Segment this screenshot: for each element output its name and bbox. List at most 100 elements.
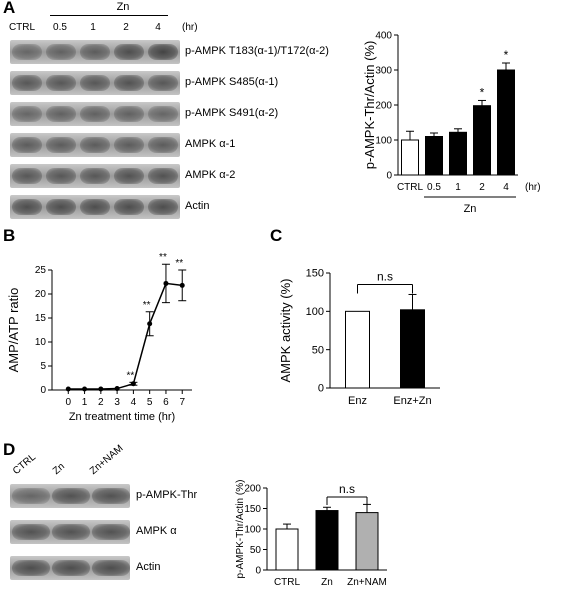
blot-band	[80, 75, 110, 91]
x-tick-label: CTRL	[397, 182, 424, 193]
blot-strip	[10, 484, 130, 508]
chart-d: 0 50 100 150 200 CTRL Zn Zn+NAM p-AMPK-Thr/Actin…	[235, 480, 387, 588]
blot-strip	[10, 102, 180, 126]
data-point	[98, 386, 104, 392]
lane-label: 0.5	[53, 22, 67, 33]
y-tick-label: 100	[306, 306, 324, 318]
bar	[400, 309, 425, 389]
y-tick-label: 15	[35, 313, 47, 324]
blot-strip	[10, 520, 130, 544]
blot-band	[52, 524, 90, 540]
y-tick-label: 25	[35, 265, 47, 276]
lane-label: CTRL	[8, 22, 36, 33]
blot-band	[148, 75, 178, 91]
blot-strip	[10, 195, 180, 219]
x-tick-label: 4	[131, 397, 137, 408]
significance-label: n.s	[377, 270, 393, 284]
blot-band	[148, 44, 178, 60]
series-line	[68, 282, 183, 390]
blot-strip	[10, 164, 180, 188]
blot-label: Actin	[136, 561, 161, 573]
blot-label: p-AMPK T183(α-1)/T172(α-2)	[185, 45, 329, 57]
panel-d-letter: D	[3, 440, 16, 459]
bar	[473, 105, 491, 176]
blot-label: p-AMPK S491(α-2)	[185, 107, 279, 119]
y-tick-label: 150	[244, 504, 261, 515]
blot-band	[114, 168, 144, 184]
lane-label: Zn+NAM	[87, 443, 126, 477]
x-tick-label: Enz	[348, 395, 367, 407]
blot-band	[80, 137, 110, 153]
x-tick-label: 7	[179, 397, 185, 408]
blot-band	[80, 44, 110, 60]
significance-label: n.s	[339, 482, 355, 496]
blot-band	[12, 44, 42, 60]
y-tick-label: 150	[306, 268, 324, 280]
data-point	[147, 321, 153, 327]
blot-strip	[10, 40, 180, 64]
lane-label: 2	[123, 22, 129, 33]
x-tick-label: 2	[479, 182, 485, 193]
blot-band	[12, 199, 42, 215]
data-point	[114, 386, 120, 392]
bar	[449, 131, 467, 176]
blot-band	[12, 488, 50, 504]
y-tick-label: 100	[244, 524, 261, 535]
blot-band	[80, 106, 110, 122]
blot-band	[148, 137, 178, 153]
blot-band	[12, 560, 50, 576]
blot-band	[12, 137, 42, 153]
significance-mark: *	[504, 48, 509, 62]
y-tick-label: 20	[35, 289, 47, 300]
blot-strip	[10, 556, 130, 580]
x-tick-label: 4	[503, 182, 509, 193]
y-axis-label: p-AMPK-Thr/Actin (%)	[235, 480, 246, 579]
blot-band	[52, 488, 90, 504]
y-tick-label: 50	[250, 545, 262, 556]
blot-band	[92, 560, 130, 576]
lane-label: Zn	[50, 461, 67, 477]
panel-a-letter: A	[3, 0, 16, 17]
blot-band	[114, 137, 144, 153]
y-axis-label: AMPK activity (%)	[278, 278, 293, 382]
blot-label: p-AMPK-Thr	[136, 489, 198, 501]
group-label: Zn	[464, 203, 477, 215]
data-point	[82, 386, 88, 392]
data-point	[130, 381, 136, 387]
blot-band	[52, 560, 90, 576]
y-tick-label: 50	[312, 344, 324, 356]
y-tick-label: 300	[375, 65, 392, 76]
y-axis-label: AMP/ATP ratio	[6, 288, 21, 373]
x-tick-label: Zn	[321, 577, 333, 588]
blot-strip	[10, 71, 180, 95]
y-tick-label: 0	[386, 170, 392, 181]
y-tick-label: 200	[375, 100, 392, 111]
x-tick-label: 5	[147, 397, 153, 408]
y-tick-label: 10	[35, 337, 47, 348]
zn-header-line	[50, 15, 168, 16]
lane-label: 4	[155, 22, 161, 33]
significance-mark: **	[126, 370, 134, 381]
bar	[355, 512, 379, 571]
blot-band	[46, 75, 76, 91]
blot-band	[114, 199, 144, 215]
blot-strip	[10, 133, 180, 157]
zn-header-label: Zn	[116, 1, 130, 13]
blot-band	[80, 199, 110, 215]
blot-band	[12, 168, 42, 184]
bar	[497, 69, 515, 176]
blot-band	[92, 488, 130, 504]
blot-band	[46, 168, 76, 184]
blot-band	[148, 199, 178, 215]
blot-label: p-AMPK S485(α-1)	[185, 76, 279, 88]
bar	[315, 510, 339, 571]
x-tick-label: 6	[163, 397, 169, 408]
y-tick-label: 400	[375, 30, 392, 41]
bar	[401, 139, 419, 176]
bar	[425, 136, 443, 176]
x-tick-label: 2	[98, 397, 104, 408]
blot-band	[114, 75, 144, 91]
y-tick-label: 0	[255, 565, 261, 576]
blot-band	[46, 106, 76, 122]
